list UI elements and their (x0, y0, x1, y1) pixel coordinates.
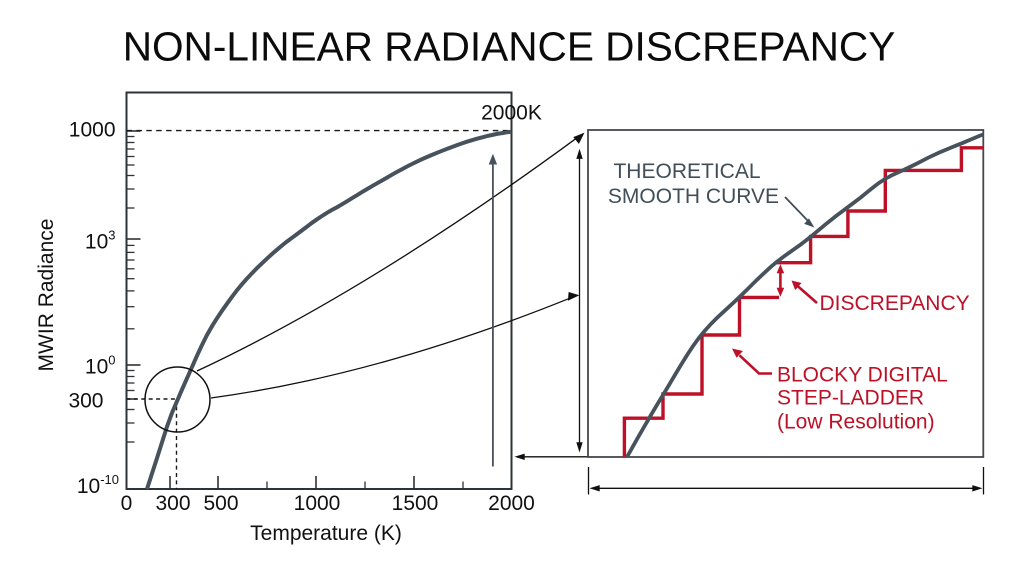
svg-text:BLOCKY DIGITAL: BLOCKY DIGITAL (777, 364, 948, 387)
svg-text:Temperature (K): Temperature (K) (250, 522, 402, 545)
svg-text:0: 0 (121, 492, 133, 515)
svg-text:MWIR Radiance: MWIR Radiance (35, 219, 58, 372)
svg-text:STEP-LADDER: STEP-LADDER (777, 387, 924, 410)
svg-text:300: 300 (155, 492, 190, 515)
svg-text:2000: 2000 (488, 492, 535, 515)
svg-text:500: 500 (203, 492, 238, 515)
svg-text:300: 300 (68, 390, 103, 413)
svg-text:1500: 1500 (392, 492, 439, 515)
svg-text:1000: 1000 (294, 492, 341, 515)
svg-text:NON-LINEAR RADIANCE DISCREPANC: NON-LINEAR RADIANCE DISCREPANCY (123, 24, 896, 70)
svg-text:2000K: 2000K (481, 102, 542, 125)
svg-text:THEORETICAL: THEORETICAL (613, 160, 760, 183)
svg-text:10-10: 10-10 (77, 472, 119, 498)
svg-text:DISCREPANCY: DISCREPANCY (820, 292, 970, 315)
svg-text:1000: 1000 (69, 119, 116, 142)
svg-text:(Low Resolution): (Low Resolution) (777, 411, 935, 434)
svg-text:SMOOTH CURVE: SMOOTH CURVE (608, 185, 779, 208)
